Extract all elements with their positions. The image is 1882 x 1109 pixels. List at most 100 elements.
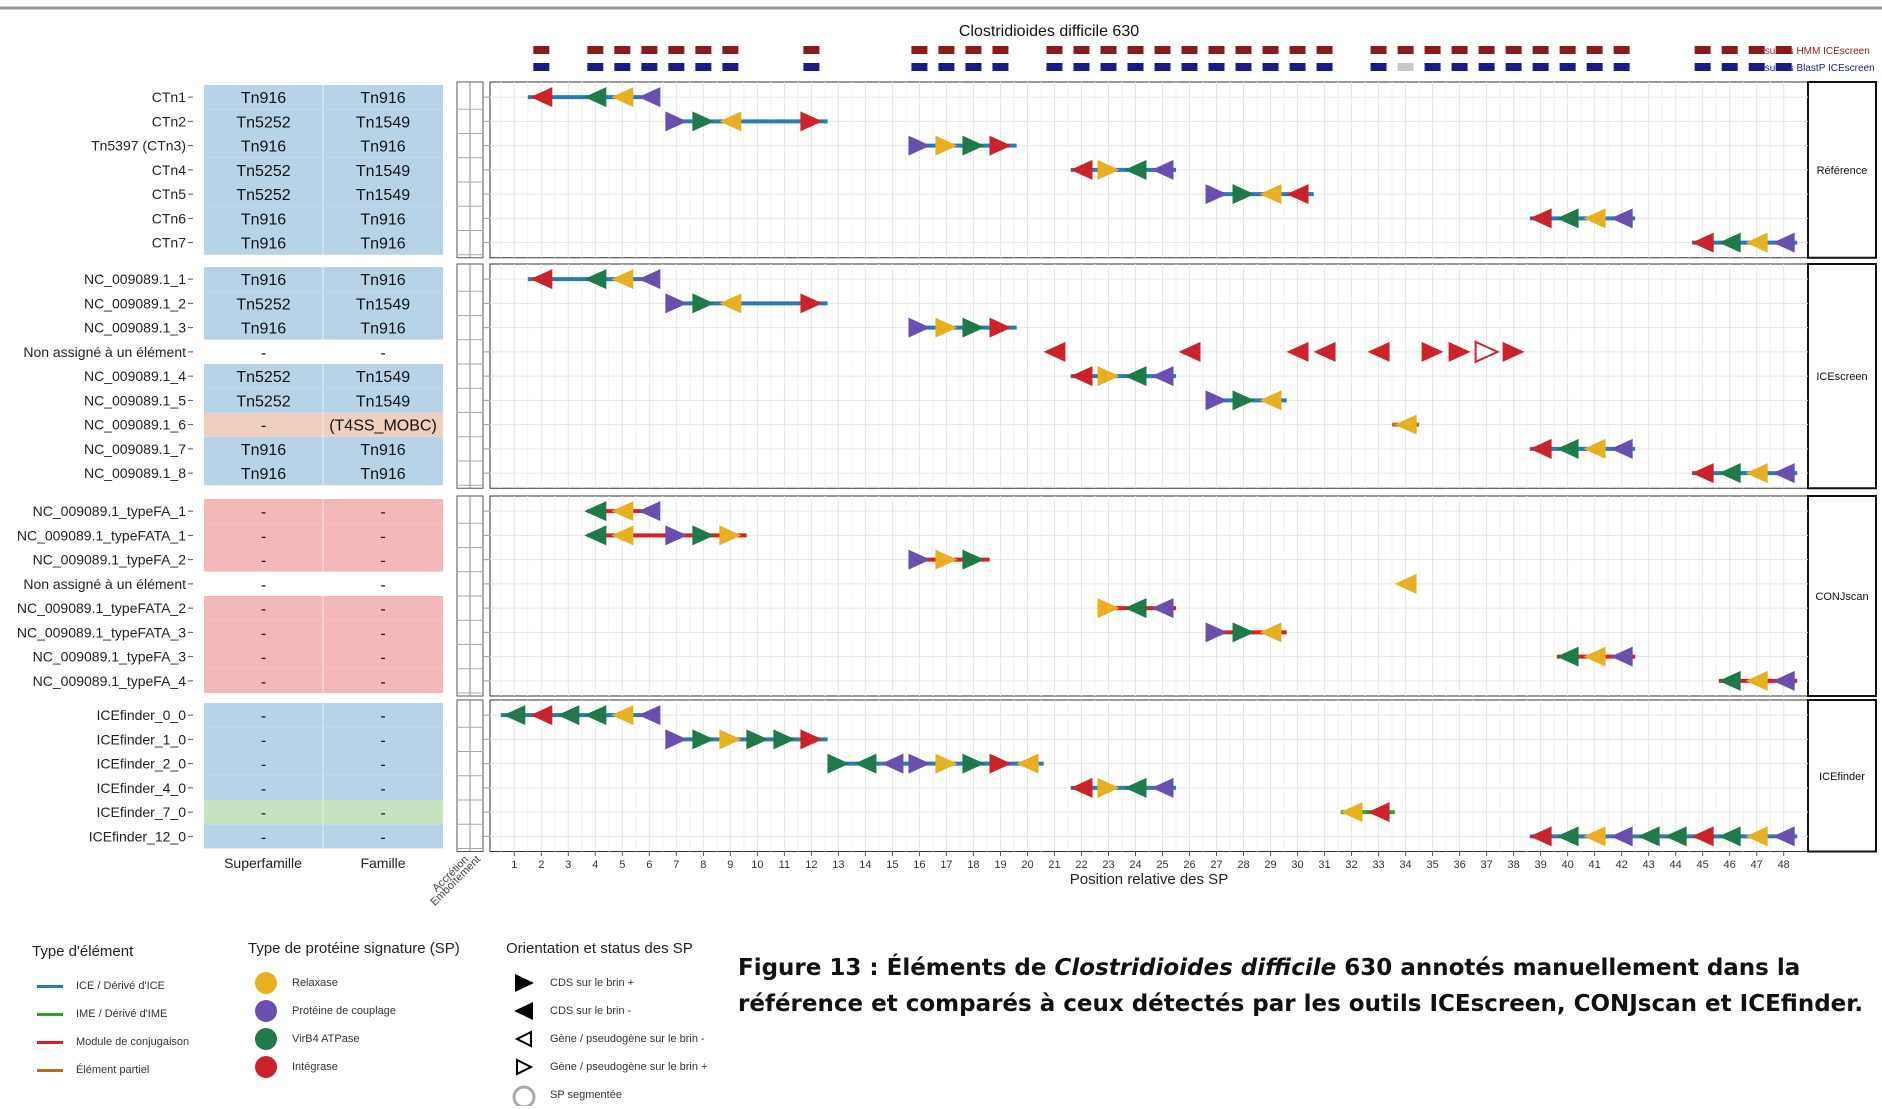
row-label: NC_009089.1_typeFA_1 <box>33 503 187 519</box>
sp-marker <box>1394 414 1417 435</box>
famille-cell: - <box>380 650 385 667</box>
legend-item: Module de conjugaison <box>32 1028 252 1056</box>
track-mark <box>1262 63 1279 71</box>
sp-marker <box>665 729 688 750</box>
track-mark <box>1073 46 1090 54</box>
sp-marker <box>1151 159 1174 180</box>
track-mark <box>992 63 1009 71</box>
sp-marker <box>611 705 634 726</box>
legend-item: Relaxase <box>248 969 488 997</box>
sp-marker <box>1556 646 1579 667</box>
x-tick-label: 41 <box>1589 859 1601 871</box>
x-tick-label: 15 <box>886 859 898 871</box>
chart-title: Clostridioides difficile 630 <box>959 23 1139 40</box>
superfamille-cell: Tn5252 <box>236 187 290 204</box>
track-mark <box>1289 46 1306 54</box>
famille-cell: Tn916 <box>360 321 405 338</box>
row-label: ICEfinder_2_0 <box>96 756 186 772</box>
sp-marker <box>1151 777 1174 798</box>
track-mark <box>1721 46 1738 54</box>
superfamille-cell: - <box>261 805 266 822</box>
conjugation-line-icon <box>37 1040 63 1044</box>
x-tick-label: 1 <box>511 859 517 871</box>
track-label: Résultats BlastP ICEscreen <box>1752 63 1875 74</box>
x-tick-label: 44 <box>1670 859 1682 871</box>
legend-item: ICE / Dérivé d'ICE <box>32 972 252 1000</box>
sp-marker <box>611 269 634 290</box>
row-label: ICEfinder_0_0 <box>96 707 186 723</box>
legend-label: ICE / Dérivé d'ICE <box>76 980 165 992</box>
legend-label: VirB4 ATPase <box>292 1033 360 1045</box>
row-label: NC_009089.1_1 <box>84 271 186 287</box>
track-mark <box>1586 46 1603 54</box>
legend-item: Élément partiel <box>32 1056 252 1084</box>
legend-title: Type de protéine signature (SP) <box>248 940 460 957</box>
x-tick-label: 37 <box>1480 859 1492 871</box>
x-tick-label: 24 <box>1129 859 1141 871</box>
track-mark <box>1370 63 1387 71</box>
famille-cell: Tn1549 <box>356 369 410 386</box>
row-label: CTn5 <box>152 186 186 202</box>
sp-marker <box>530 269 553 290</box>
sp-marker <box>1772 463 1795 484</box>
famille-cell: Tn916 <box>360 236 405 253</box>
row-label: ICEfinder_1_0 <box>96 731 186 747</box>
legend-element-type: Type d'élément ICE / Dérivé d'ICE IME / … <box>32 943 252 1084</box>
sp-marker <box>1583 646 1606 667</box>
famille-cell: Tn1549 <box>356 393 410 410</box>
famille-cell: Tn916 <box>360 442 405 459</box>
track-mark <box>1694 63 1711 71</box>
sp-marker <box>1718 463 1741 484</box>
track-mark <box>1100 63 1117 71</box>
track-mark <box>1775 46 1792 54</box>
row-label: NC_009089.1_3 <box>84 320 186 336</box>
sp-marker <box>611 525 634 546</box>
track-mark <box>1559 63 1576 71</box>
sp-marker <box>1151 366 1174 387</box>
sp-marker <box>1664 826 1687 847</box>
sp-marker <box>1097 777 1120 798</box>
sp-marker <box>1556 208 1579 229</box>
track-mark <box>1100 46 1117 54</box>
sp-marker <box>1097 366 1120 387</box>
track-mark <box>1154 63 1171 71</box>
facet-label: ICEfinder <box>1819 771 1865 783</box>
filled-left-triangle-icon <box>514 1002 533 1020</box>
row-label: NC_009089.1_6 <box>84 417 186 433</box>
sp-marker <box>530 87 553 108</box>
sp-marker <box>1745 670 1768 691</box>
sp-marker <box>1178 341 1201 362</box>
sp-marker <box>1556 438 1579 459</box>
track-mark <box>1748 63 1765 71</box>
famille-cell: - <box>380 504 385 521</box>
sp-marker <box>1124 366 1147 387</box>
sp-marker <box>611 87 634 108</box>
track-mark <box>695 46 712 54</box>
superfamille-cell: Tn916 <box>241 236 286 253</box>
sp-marker <box>962 135 985 156</box>
row-label: NC_009089.1_typeFA_3 <box>33 649 187 665</box>
sp-marker <box>989 317 1012 338</box>
track-mark <box>803 63 820 71</box>
track-mark <box>1586 63 1603 71</box>
x-tick-label: 30 <box>1291 859 1303 871</box>
track-mark <box>965 63 982 71</box>
x-axis-label: Position relative des SP <box>1070 871 1228 888</box>
row-label: CTn2 <box>152 113 186 129</box>
track-mark <box>722 46 739 54</box>
x-tick-label: 4 <box>592 859 598 871</box>
sp-marker <box>719 729 742 750</box>
sp-marker <box>584 525 607 546</box>
track-mark <box>722 63 739 71</box>
sp-marker <box>1610 826 1633 847</box>
sp-marker <box>638 705 661 726</box>
sp-marker <box>908 753 931 774</box>
sp-marker <box>1691 232 1714 253</box>
legend-label: Gène / pseudogène sur le brin - <box>550 1033 705 1045</box>
famille-cell: - <box>380 757 385 774</box>
row-label: NC_009089.1_typeFATA_1 <box>17 527 186 543</box>
row-label: ICEfinder_12_0 <box>89 828 187 844</box>
column-header-superfamille: Superfamille <box>224 855 302 871</box>
sp-marker <box>719 111 742 132</box>
famille-cell: Tn1549 <box>356 114 410 131</box>
